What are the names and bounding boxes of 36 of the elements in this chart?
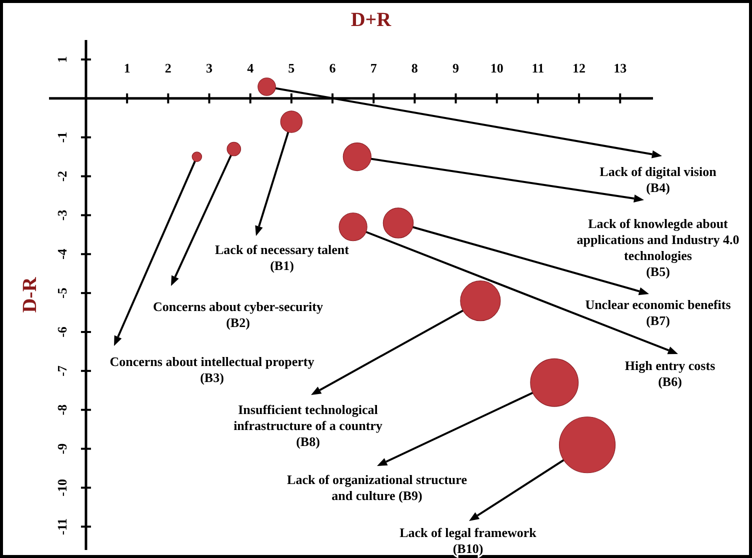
- y-tick-label: -10: [54, 479, 70, 496]
- annotation: Concerns about cyber-security (B2): [153, 299, 324, 330]
- x-tick-label: 2: [164, 60, 172, 76]
- x-tick-label: 5: [288, 60, 296, 76]
- annotation: Unclear economic benefits (B7): [585, 297, 731, 328]
- annotation: Lack of digital vision (B4): [600, 164, 718, 195]
- x-tick-label: 3: [206, 60, 213, 76]
- annotation: Lack of legal framework (B10): [400, 525, 538, 556]
- x-tick-label: 10: [490, 60, 504, 76]
- x-tick-label: 7: [370, 60, 378, 76]
- annotation: Lack of knowlegde about applications and Industry 4.0 technologies (B5): [576, 216, 740, 279]
- y-tick-label: -3: [54, 209, 70, 221]
- x-tick-label: 6: [329, 60, 336, 76]
- y-tick-label: -11: [54, 518, 70, 535]
- x-tick-label: 12: [572, 60, 586, 76]
- x-tick-label: 1: [124, 60, 130, 76]
- y-tick-label: -8: [54, 404, 70, 416]
- annotation: Lack of organizational structure and culture (B9): [287, 472, 468, 503]
- annotation: Insufficient technological infrastructure of a country (B8): [234, 402, 383, 449]
- y-tick-label: -6: [54, 326, 70, 338]
- x-tick-label: 8: [411, 60, 418, 76]
- y-tick-label: -4: [54, 248, 70, 260]
- x-tick-label: 13: [614, 60, 628, 76]
- y-tick-label: -2: [54, 170, 70, 182]
- annotation: Concerns about intellectual property (B3): [110, 354, 315, 385]
- y-axis-title: D-R: [19, 276, 41, 313]
- y-tick-label: -7: [54, 365, 70, 376]
- annotation: Lack of necessary talent (B1): [215, 242, 350, 273]
- y-tick-label: -5: [54, 287, 70, 298]
- x-axis-title: D+R: [350, 9, 392, 31]
- x-tick-label: 9: [452, 60, 460, 76]
- x-tick-label: 4: [247, 60, 254, 76]
- annotation: High entry costs (B6): [624, 358, 716, 389]
- y-tick-label: -1: [54, 132, 70, 143]
- y-tick-label: -9: [54, 442, 70, 454]
- x-tick-label: 11: [532, 60, 544, 76]
